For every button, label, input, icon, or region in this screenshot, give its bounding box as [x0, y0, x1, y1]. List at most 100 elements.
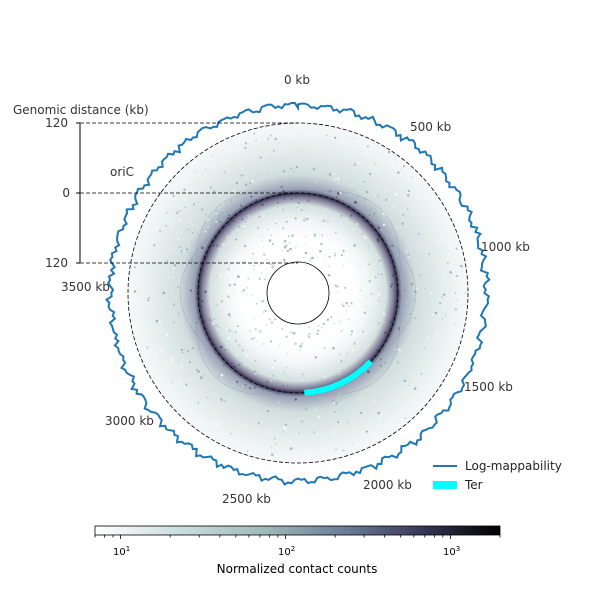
- heatmap-cell: [304, 407, 308, 411]
- heatmap-cell: [410, 282, 414, 286]
- heatmap-cell: [266, 256, 269, 258]
- heatmap-cell: [373, 400, 376, 403]
- heatmap-cell: [288, 242, 291, 245]
- heatmap-cell: [356, 195, 359, 198]
- heatmap-cell: [152, 291, 155, 294]
- heatmap-cell: [266, 385, 268, 387]
- heatmap-cell: [261, 304, 263, 306]
- heatmap-cell: [370, 293, 373, 295]
- heatmap-cell: [307, 447, 309, 449]
- heatmap-cell: [337, 182, 340, 184]
- heatmap-cell: [201, 185, 203, 187]
- heatmap-cell: [190, 259, 194, 262]
- heatmap-cell: [204, 230, 207, 233]
- heatmap-cell: [295, 196, 297, 198]
- heatmap-cell: [383, 321, 385, 324]
- colorbar-gradient: [94, 525, 501, 536]
- heatmap-cell: [288, 215, 290, 217]
- heatmap-cell: [268, 270, 272, 274]
- heatmap-cell: [170, 225, 173, 228]
- heatmap-cell: [202, 374, 205, 377]
- heatmap-cell: [308, 220, 311, 224]
- heatmap-cell: [249, 257, 252, 260]
- heatmap-cell: [335, 402, 338, 405]
- heatmap-cell: [210, 290, 212, 293]
- heatmap-cell: [245, 255, 248, 258]
- heatmap-cell: [227, 313, 231, 316]
- heatmap-cell: [200, 305, 203, 308]
- heatmap-cell: [227, 295, 230, 298]
- heatmap-cell: [419, 274, 422, 277]
- heatmap-cell: [224, 349, 227, 351]
- heatmap-cell: [303, 349, 307, 352]
- heatmap-cell: [281, 249, 284, 252]
- heatmap-cell: [270, 330, 272, 333]
- heatmap-cell: [339, 191, 342, 195]
- heatmap-cell: [295, 247, 297, 249]
- heatmap-cell: [176, 286, 179, 289]
- heatmap-cell: [151, 230, 154, 232]
- heatmap-cell: [290, 197, 293, 200]
- heatmap-cell: [365, 296, 367, 299]
- heatmap-cell: [457, 260, 460, 263]
- heatmap-cell: [219, 205, 222, 208]
- heatmap-cell: [352, 327, 355, 331]
- heatmap-cell: [417, 233, 420, 236]
- heatmap-cell: [219, 275, 223, 279]
- heatmap-cell: [213, 261, 215, 263]
- heatmap-cell: [256, 340, 258, 342]
- heatmap-cell: [177, 322, 180, 324]
- heatmap-cell: [348, 318, 350, 321]
- heatmap-cell: [229, 223, 231, 225]
- heatmap-cell: [229, 316, 232, 318]
- heatmap-cell: [230, 433, 232, 435]
- heatmap-cell: [201, 208, 204, 211]
- heatmap-cell: [154, 363, 157, 366]
- heatmap-cell: [329, 275, 333, 279]
- heatmap-cell: [321, 196, 323, 198]
- heatmap-cell: [388, 246, 391, 248]
- heatmap-cell: [394, 348, 397, 350]
- heatmap-cell: [285, 220, 288, 223]
- heatmap-cell: [177, 238, 180, 241]
- heatmap-cell: [268, 239, 272, 242]
- heatmap-cell: [260, 263, 262, 265]
- heatmap-cell: [406, 302, 408, 304]
- heatmap-cell: [365, 237, 368, 240]
- heatmap-cell: [211, 265, 213, 267]
- heatmap-cell: [354, 308, 357, 311]
- heatmap-cell: [179, 280, 181, 282]
- heatmap-cell: [339, 299, 342, 302]
- heatmap-cell: [198, 422, 201, 426]
- heatmap-cell: [441, 296, 443, 298]
- heatmap-cell: [343, 256, 346, 259]
- heatmap-cell: [353, 137, 356, 139]
- heatmap-cell: [269, 134, 273, 137]
- heatmap-cell: [166, 259, 168, 262]
- heatmap-cell: [286, 249, 290, 253]
- heatmap-cell: [283, 197, 286, 200]
- heatmap-cell: [238, 364, 240, 366]
- heatmap-cell: [246, 450, 249, 453]
- heatmap-cell: [269, 229, 272, 232]
- heatmap-cell: [358, 324, 362, 327]
- heatmap-cell: [183, 188, 186, 192]
- heatmap-cell: [245, 354, 249, 357]
- heatmap-cell: [253, 132, 256, 135]
- heatmap-cell: [415, 291, 417, 293]
- heatmap-cell: [257, 226, 260, 229]
- heatmap-cell: [261, 240, 263, 242]
- heatmap-cell: [158, 320, 161, 323]
- heatmap-cell: [315, 234, 318, 237]
- heatmap-cell: [235, 181, 239, 185]
- heatmap-cell: [202, 179, 204, 181]
- heatmap-cell: [308, 218, 311, 221]
- heatmap-cell: [342, 261, 345, 264]
- heatmap-cell: [460, 297, 463, 300]
- heatmap-cell: [254, 328, 257, 331]
- heatmap-cell: [253, 268, 255, 270]
- heatmap-cell: [254, 372, 257, 375]
- heatmap-cell: [291, 234, 294, 237]
- interaction-loop: [180, 222, 228, 364]
- heatmap-cell: [133, 290, 137, 293]
